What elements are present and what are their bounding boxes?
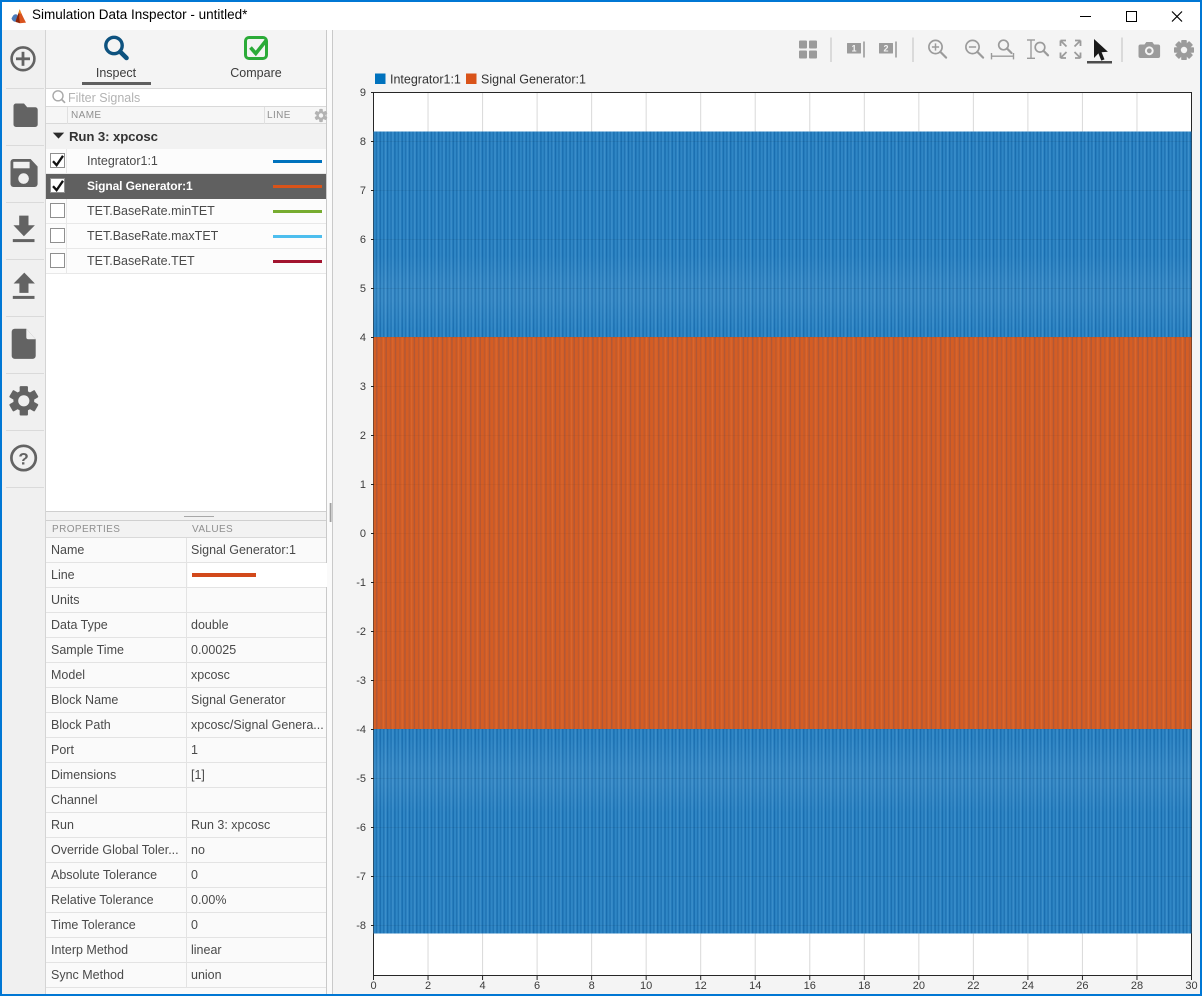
svg-text:0: 0 xyxy=(360,528,366,540)
svg-text:4: 4 xyxy=(480,980,486,992)
svg-text:18: 18 xyxy=(858,980,870,992)
svg-text:0: 0 xyxy=(370,980,376,992)
svg-text:14: 14 xyxy=(749,980,761,992)
svg-text:-7: -7 xyxy=(356,871,366,883)
svg-text:24: 24 xyxy=(1022,980,1034,992)
svg-text:1: 1 xyxy=(360,479,366,491)
svg-text:-2: -2 xyxy=(356,626,366,638)
svg-text:16: 16 xyxy=(804,980,816,992)
svg-text:12: 12 xyxy=(695,980,707,992)
svg-text:8: 8 xyxy=(589,980,595,992)
svg-text:8: 8 xyxy=(360,136,366,148)
svg-text:-8: -8 xyxy=(356,920,366,932)
svg-text:7: 7 xyxy=(360,185,366,197)
svg-text:2: 2 xyxy=(360,430,366,442)
svg-text:6: 6 xyxy=(534,980,540,992)
svg-text:5: 5 xyxy=(360,283,366,295)
svg-text:4: 4 xyxy=(360,332,366,344)
svg-text:22: 22 xyxy=(967,980,979,992)
svg-text:6: 6 xyxy=(360,234,366,246)
svg-text:-4: -4 xyxy=(356,724,366,736)
svg-text:28: 28 xyxy=(1131,980,1143,992)
svg-text:30: 30 xyxy=(1185,980,1197,992)
svg-text:9: 9 xyxy=(360,87,366,99)
svg-text:10: 10 xyxy=(640,980,652,992)
svg-text:1: 1 xyxy=(851,44,856,54)
svg-text:2: 2 xyxy=(883,44,888,54)
svg-text:-1: -1 xyxy=(356,577,366,589)
svg-text:3: 3 xyxy=(360,381,366,393)
svg-text:Integrator1:1: Integrator1:1 xyxy=(390,73,461,87)
svg-text:-3: -3 xyxy=(356,675,366,687)
svg-text:2: 2 xyxy=(425,980,431,992)
svg-text:Signal Generator:1: Signal Generator:1 xyxy=(481,73,586,87)
svg-text:20: 20 xyxy=(913,980,925,992)
svg-text:26: 26 xyxy=(1076,980,1088,992)
svg-text:-6: -6 xyxy=(356,822,366,834)
svg-text:-5: -5 xyxy=(356,773,366,785)
